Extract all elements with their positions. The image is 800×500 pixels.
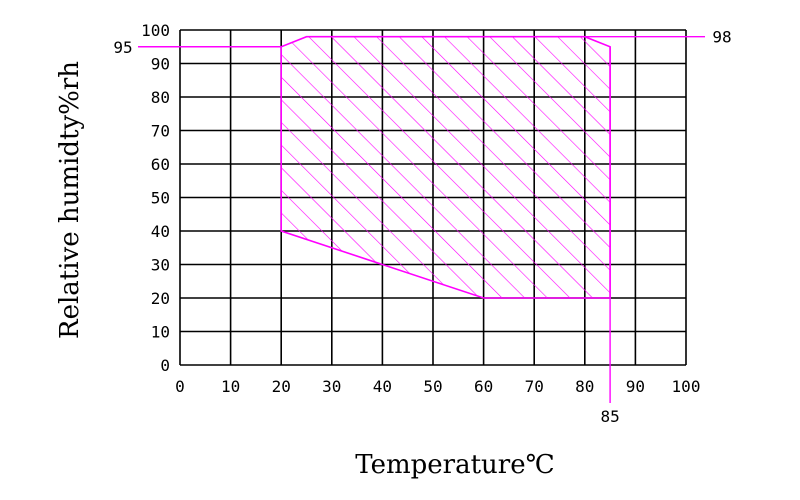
x-axis-title: Temperature℃ [355, 450, 554, 480]
x-tick-label-70: 70 [525, 377, 544, 396]
x-tick-label-100: 100 [672, 377, 701, 396]
x-tick-label-40: 40 [373, 377, 392, 396]
callout-label-85: 85 [600, 407, 619, 426]
y-tick-label-50: 50 [151, 189, 170, 208]
y-tick-label-20: 20 [151, 289, 170, 308]
y-tick-label-80: 80 [151, 88, 170, 107]
x-tick-label-50: 50 [423, 377, 442, 396]
callout-label-95: 95 [113, 38, 132, 57]
y-axis-tick-labels: 0 10 20 30 40 50 60 70 80 90 100 [141, 21, 170, 375]
y-tick-label-30: 30 [151, 256, 170, 275]
y-tick-label-70: 70 [151, 122, 170, 141]
callouts: 95 98 85 [113, 28, 731, 426]
y-tick-label-0: 0 [160, 356, 170, 375]
x-tick-label-0: 0 [175, 377, 185, 396]
y-tick-label-100: 100 [141, 21, 170, 40]
y-tick-label-60: 60 [151, 155, 170, 174]
y-tick-label-40: 40 [151, 222, 170, 241]
region-area [280, 35, 611, 299]
operating-region [280, 35, 611, 299]
y-axis-title: Relative humidty%rh [55, 61, 85, 339]
x-tick-label-80: 80 [575, 377, 594, 396]
x-tick-label-60: 60 [474, 377, 493, 396]
x-tick-label-30: 30 [322, 377, 341, 396]
y-tick-label-10: 10 [151, 323, 170, 342]
x-tick-label-10: 10 [221, 377, 240, 396]
x-axis-tick-labels: 0 10 20 30 40 50 60 70 80 90 100 [175, 377, 700, 396]
y-tick-label-90: 90 [151, 55, 170, 74]
x-tick-label-20: 20 [272, 377, 291, 396]
callout-label-98: 98 [712, 28, 731, 47]
x-tick-label-90: 90 [626, 377, 645, 396]
